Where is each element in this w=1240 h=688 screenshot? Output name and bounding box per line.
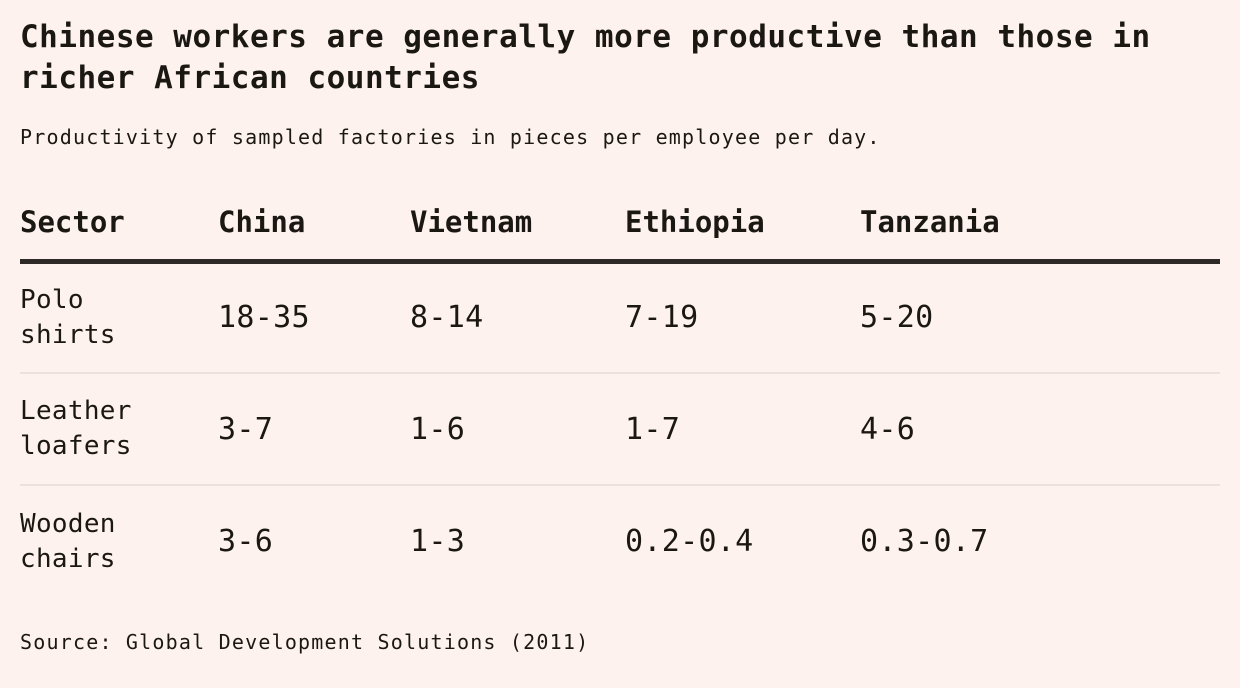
column-header-sector: Sector [20,196,218,264]
column-header-vietnam: Vietnam [410,196,625,264]
row-label: Polo shirts [20,284,116,350]
column-header-ethiopia: Ethiopia [625,196,860,264]
table-row-wooden-chairs: Wooden chairs 3-6 1-3 0.2-0.4 0.3-0.7 [20,485,1220,597]
source-note: Source: Global Development Solutions (20… [20,630,590,654]
table-header-row: Sector China Vietnam Ethiopia Tanzania [20,196,1220,264]
cell-chairs-vietnam: 1-3 [410,524,466,559]
row-label-cell: Leather loafers [20,373,218,486]
cell-loafers-china: 3-7 [218,373,410,486]
cell-chairs-ethiopia: 0.2-0.4 [625,524,754,559]
cell-loafers-ethiopia: 1-7 [625,373,860,486]
row-label-cell: Wooden chairs [20,485,218,597]
row-label-cell: Polo shirts [20,261,218,374]
cell-chairs-china: 3-6 [218,524,274,559]
chart-subtitle: Productivity of sampled factories in pie… [20,125,881,149]
table-row-polo-shirts: Polo shirts 18-35 8-14 7-19 5-20 [20,261,1220,374]
cell-chairs-tanzania: 0.3-0.7 [860,524,989,559]
cell-loafers-tanzania: 4-6 [860,373,1220,486]
cell-loafers-vietnam: 1-6 [410,373,625,486]
cell-polo-vietnam: 8-14 [410,261,625,374]
row-label: Leather loafers [20,396,132,461]
column-header-tanzania: Tanzania [860,196,1220,264]
productivity-table: Sector China Vietnam Ethiopia Tanzania P… [20,196,1220,597]
chart-figure: Chinese workers are generally more produ… [20,19,1220,654]
chart-title: Chinese workers are generally more produ… [20,19,1151,96]
column-header-china: China [218,196,410,264]
cell-polo-ethiopia: 7-19 [625,261,860,374]
cell-polo-china: 18-35 [218,261,410,374]
cell-polo-tanzania: 5-20 [860,261,1220,374]
row-label: Wooden chairs [20,508,116,574]
table-row-leather-loafers: Leather loafers 3-7 1-6 1-7 4-6 [20,373,1220,486]
